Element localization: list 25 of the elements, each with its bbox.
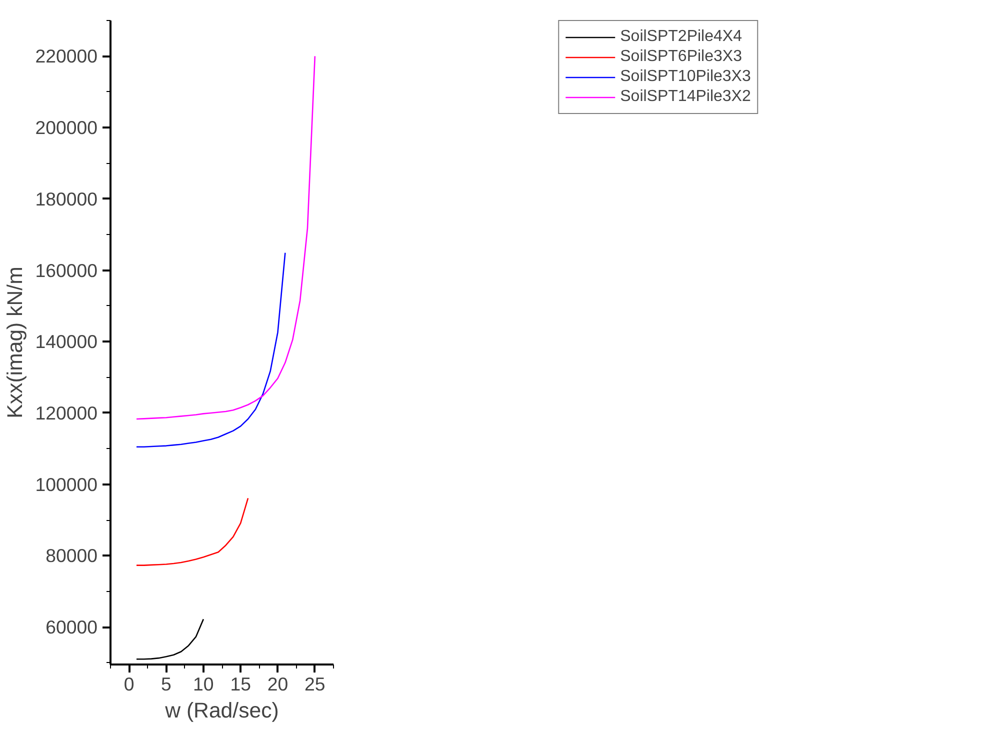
x-tick-label: 10 bbox=[193, 674, 214, 694]
x-tick-label: 15 bbox=[230, 674, 251, 694]
y-axis-title: Kxx(imag) kN/m bbox=[3, 266, 28, 418]
y-tick-label: 80000 bbox=[46, 545, 98, 566]
y-tick-label: 220000 bbox=[35, 46, 98, 67]
line-series bbox=[136, 252, 286, 448]
legend-label: SoilSPT6Pile3X3 bbox=[620, 48, 742, 66]
x-tick-label: 20 bbox=[267, 674, 288, 694]
y-tick-label: 140000 bbox=[35, 331, 98, 352]
y-tick-label: 120000 bbox=[35, 402, 98, 424]
x-tick-label: 0 bbox=[124, 674, 134, 694]
y-tick-label: 160000 bbox=[35, 260, 98, 281]
legend-label: SoilSPT2Pile4X4 bbox=[620, 28, 742, 46]
line-series bbox=[136, 498, 249, 566]
legend-label: SoilSPT10Pile3X3 bbox=[620, 68, 751, 86]
y-tick-label: 60000 bbox=[46, 616, 98, 638]
y-tick-label: 200000 bbox=[35, 117, 98, 138]
y-tick-label: 100000 bbox=[35, 474, 98, 495]
x-tick-label: 25 bbox=[304, 674, 326, 694]
legend-label: SoilSPT14Pile3X2 bbox=[620, 88, 751, 106]
x-tick-label: 5 bbox=[161, 674, 172, 694]
y-tick-label: 180000 bbox=[35, 188, 98, 210]
line-series bbox=[136, 56, 316, 420]
line-series bbox=[136, 618, 204, 660]
x-axis-title: w (Rad/sec) bbox=[164, 698, 279, 722]
